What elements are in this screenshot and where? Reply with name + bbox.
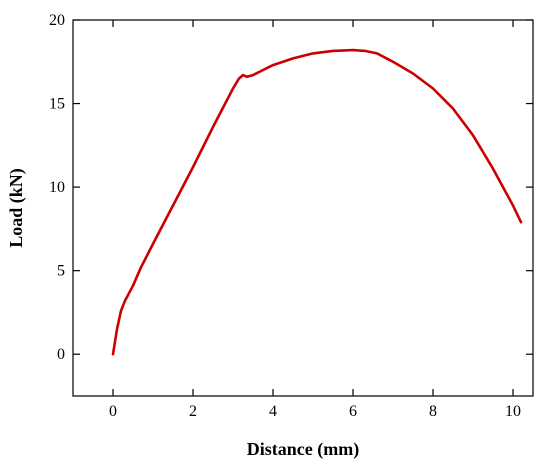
tick-labels: 0 2 4 6 8 10 0 5 10 15 20 [49,12,521,420]
y-axis-title: Load (kN) [6,168,27,248]
y-tick-label: 10 [49,179,65,196]
y-tick-label: 15 [49,96,65,113]
x-tick-label: 0 [109,403,117,420]
x-tick-label: 8 [429,403,437,420]
x-tick-label: 10 [505,403,521,420]
x-tick-label: 6 [349,403,357,420]
y-tick-label: 5 [57,263,65,280]
x-tick-label: 4 [269,403,277,420]
y-tick-label: 0 [57,346,65,363]
y-tick-label: 20 [49,12,65,29]
plot-frame [72,19,534,397]
axis-ticks [73,19,533,396]
series-line [111,48,523,356]
x-axis-title: Distance (mm) [247,439,359,460]
x-tick-label: 2 [189,403,197,420]
